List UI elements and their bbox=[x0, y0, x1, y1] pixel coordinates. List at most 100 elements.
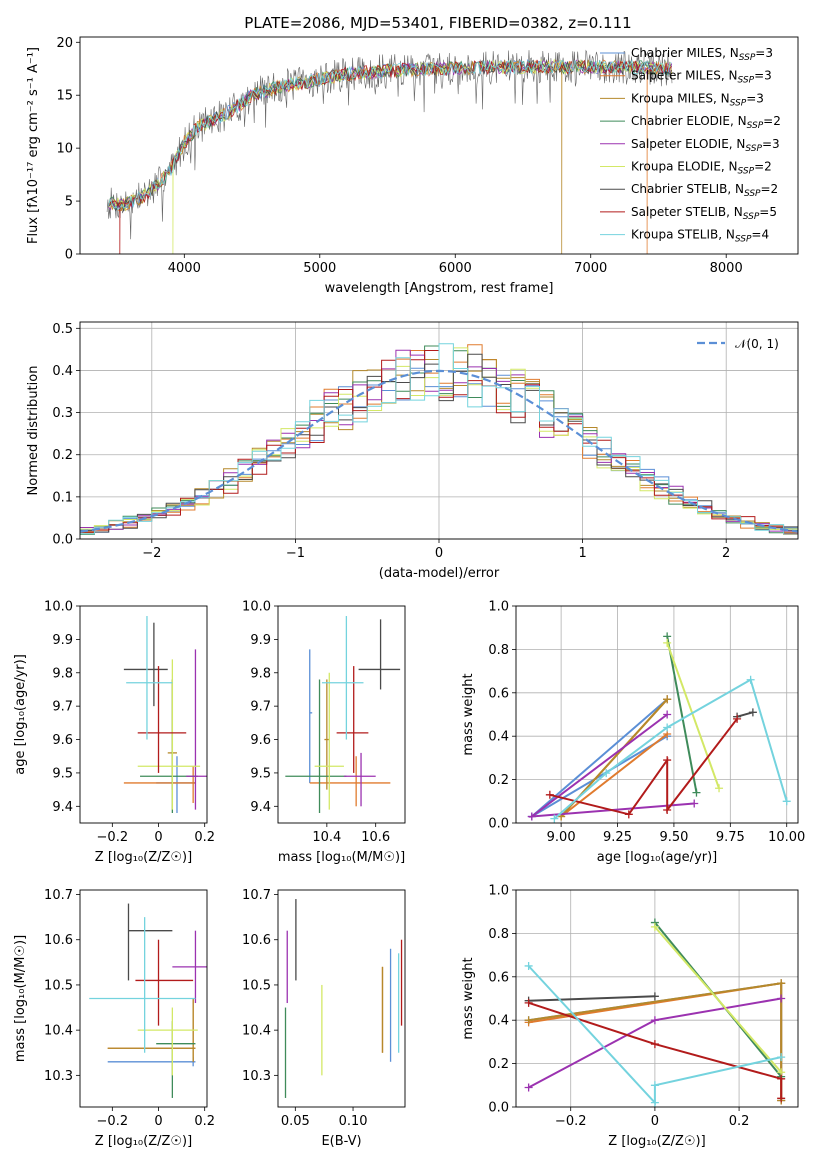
x-tick-label: 2 bbox=[722, 546, 730, 561]
y-tick-label: 0.4 bbox=[488, 1014, 509, 1029]
y-tick-label: 0.6 bbox=[488, 686, 509, 701]
y-tick-label: 0 bbox=[65, 248, 73, 263]
y-axis-label: mass weight bbox=[461, 673, 476, 755]
axes-frame bbox=[277, 605, 406, 824]
x-tick-label: 0 bbox=[435, 546, 443, 561]
weight-point-marker bbox=[777, 1053, 786, 1062]
weight-series-line bbox=[654, 926, 782, 1073]
weight-point-marker bbox=[777, 979, 786, 988]
axes-frame bbox=[79, 605, 208, 824]
spectrum-panel: 4000 5000 6000 7000 8000 0 5 10 15 20 wavelength [… bbox=[26, 36, 799, 296]
axes-frame bbox=[79, 321, 799, 540]
y-tick-label: 0.0 bbox=[52, 533, 73, 548]
y-tick-label: 10.0 bbox=[44, 600, 73, 615]
weight-point-marker bbox=[663, 710, 672, 719]
y-tick-label: 9.7 bbox=[250, 700, 271, 715]
mass-vs-Z-panel: −0.2 0 0.2 10.3 10.4 10.5 10.6 10.7 Z [log₁₀(Z/Z… bbox=[13, 888, 215, 1149]
weight-point-marker bbox=[524, 1016, 533, 1025]
mass-vs-ebv-panel: 0.05 0.10 10.3 10.4 10.5 10.6 10.7 E(B-V) bbox=[242, 888, 406, 1149]
weight-point-marker bbox=[746, 675, 755, 684]
weight-point-marker bbox=[733, 714, 742, 723]
x-axis-label: Z [log₁₀(Z/Z☉)] bbox=[95, 850, 192, 865]
y-tick-label: 9.5 bbox=[250, 766, 271, 781]
model-spectrum-line bbox=[108, 58, 673, 213]
legend-entry: Kroupa MILES, NSSP=3 bbox=[631, 91, 764, 108]
weight-series-line bbox=[528, 995, 655, 1002]
axes-frame bbox=[79, 36, 799, 255]
weight-point-marker bbox=[663, 638, 672, 647]
weight-series-line bbox=[736, 711, 754, 718]
legend-entry: Chabrier MILES, NSSP=3 bbox=[631, 46, 773, 63]
weight-point-marker bbox=[663, 695, 672, 704]
weight-point-marker bbox=[650, 992, 659, 1001]
weight-series-line bbox=[666, 636, 698, 793]
legend-entry: 𝒩(0, 1) bbox=[735, 337, 779, 351]
x-axis-label: Z [log₁₀(Z/Z☉)] bbox=[95, 1134, 192, 1149]
legend-entry: Kroupa ELODIE, NSSP=2 bbox=[631, 160, 772, 177]
model-spectrum-line bbox=[108, 59, 672, 254]
x-tick-label: −0.2 bbox=[97, 1114, 129, 1129]
y-axis-label: mass [log₁₀(M/M☉)] bbox=[13, 935, 28, 1062]
weight-vs-Z-plot-area bbox=[524, 918, 786, 1107]
weight-series-line bbox=[528, 1001, 783, 1099]
y-tick-label: 10.3 bbox=[242, 1069, 271, 1084]
legend-entry: Salpeter MILES, NSSP=3 bbox=[631, 69, 772, 86]
weight-series-line bbox=[531, 698, 668, 818]
x-tick-label: 5000 bbox=[303, 261, 336, 276]
x-axis-label: mass [log₁₀(M/M☉)] bbox=[278, 850, 405, 865]
weight-point-marker bbox=[650, 922, 659, 931]
model-spectrum-line bbox=[108, 59, 672, 254]
weight-point-marker bbox=[524, 998, 533, 1007]
x-tick-label: −1 bbox=[286, 546, 305, 561]
weight-vs-age-panel: 9.00 9.25 9.50 9.75 10.00 0.0 0.2 0.4 0.6 0.8 1.0 a… bbox=[461, 600, 805, 866]
y-tick-label: 10.3 bbox=[44, 1069, 73, 1084]
y-tick-label: 0.2 bbox=[488, 1057, 509, 1072]
x-axis-label: E(B-V) bbox=[321, 1134, 361, 1149]
axes-frame bbox=[515, 605, 799, 824]
axes-frame bbox=[515, 889, 799, 1108]
y-tick-label: 0.8 bbox=[488, 643, 509, 658]
y-tick-label: 9.5 bbox=[52, 766, 73, 781]
x-tick-label: 7000 bbox=[574, 261, 607, 276]
y-tick-label: 1.0 bbox=[488, 884, 509, 899]
x-tick-label: 4000 bbox=[168, 261, 201, 276]
axes-frame bbox=[277, 889, 406, 1108]
x-tick-label: 1 bbox=[578, 546, 586, 561]
x-tick-label: 10.00 bbox=[768, 830, 805, 845]
histogram-steps bbox=[80, 343, 798, 535]
legend-entry: Chabrier STELIB, NSSP=2 bbox=[631, 182, 778, 199]
y-tick-label: 0.4 bbox=[52, 364, 73, 379]
y-tick-label: 10.6 bbox=[242, 933, 271, 948]
weight-point-marker bbox=[650, 1081, 659, 1090]
model-spectrum-line bbox=[108, 59, 673, 254]
x-tick-label: 8000 bbox=[710, 261, 743, 276]
y-tick-label: 5 bbox=[65, 195, 73, 210]
y-tick-label: 10.4 bbox=[242, 1024, 271, 1039]
x-tick-label: 9.00 bbox=[547, 830, 576, 845]
weight-point-marker bbox=[715, 784, 724, 793]
x-tick-label: 0.2 bbox=[194, 830, 215, 845]
y-tick-label: 0.2 bbox=[52, 448, 73, 463]
residual-histogram-plot-area bbox=[80, 343, 798, 535]
y-tick-label: 0.3 bbox=[52, 406, 73, 421]
weight-point-marker bbox=[663, 805, 672, 814]
y-tick-label: 0.8 bbox=[488, 927, 509, 942]
x-tick-label: 0.05 bbox=[281, 1114, 310, 1129]
x-axis-label: Z [log₁₀(Z/Z☉)] bbox=[608, 1134, 705, 1149]
y-tick-label: 15 bbox=[56, 89, 73, 104]
axes-frame bbox=[79, 889, 208, 1108]
weight-series-line bbox=[527, 965, 782, 1106]
legend-entry: Salpeter STELIB, NSSP=5 bbox=[631, 205, 777, 222]
weight-point-marker bbox=[624, 810, 633, 819]
y-tick-label: 10.0 bbox=[242, 600, 271, 615]
mass-vs-Z-plot-area bbox=[89, 903, 207, 1098]
x-tick-label: 9.25 bbox=[603, 830, 632, 845]
weight-vs-Z-panel: −0.2 0 0.2 0.0 0.2 0.4 0.6 0.8 1.0 Z [log₁₀(Z/Z☉)… bbox=[461, 884, 799, 1149]
y-tick-label: 1.0 bbox=[488, 600, 509, 615]
y-tick-label: 9.8 bbox=[52, 666, 73, 681]
age-vs-Z-panel: −0.2 0 0.2 9.4 9.5 9.6 9.7 9.8 9.9 10.0 Z [log₁₀(Z… bbox=[13, 600, 215, 866]
y-tick-label: 9.9 bbox=[52, 633, 73, 648]
x-tick-label: 10.6 bbox=[361, 830, 390, 845]
model-spectrum-line bbox=[108, 58, 673, 254]
